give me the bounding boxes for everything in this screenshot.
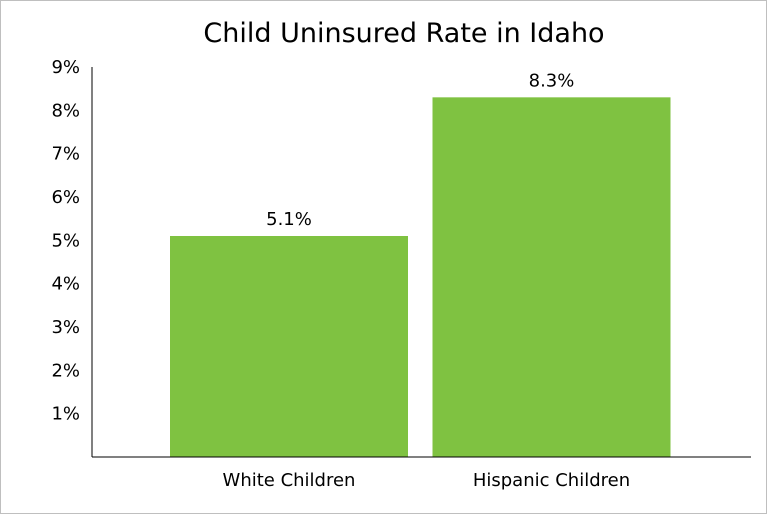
data-label: 5.1% xyxy=(266,209,312,230)
y-tick-label: 7% xyxy=(51,144,80,165)
y-tick-label: 6% xyxy=(51,187,80,208)
y-tick-label: 2% xyxy=(51,360,80,381)
y-tick-label: 9% xyxy=(51,57,80,78)
x-axis: White Children Hispanic Children xyxy=(92,456,751,491)
chart-title: Child Uninsured Rate in Idaho xyxy=(203,18,604,49)
x-category-label: Hispanic Children xyxy=(473,470,630,491)
data-label: 8.3% xyxy=(529,70,575,91)
bar-2 xyxy=(432,97,671,457)
x-category-label: White Children xyxy=(223,470,356,491)
y-tick-label: 8% xyxy=(51,100,80,121)
y-tick-label: 1% xyxy=(51,404,80,425)
data-labels: 5.1% 8.3% xyxy=(266,70,574,230)
bar-1 xyxy=(170,236,408,457)
y-tick-label: 4% xyxy=(51,274,80,295)
y-tick-label: 5% xyxy=(51,230,80,251)
y-tick-label: 3% xyxy=(51,317,80,338)
bars xyxy=(170,97,671,457)
y-axis: 1% 2% 3% 4% 5% 6% 7% 8% 9% xyxy=(51,57,93,457)
